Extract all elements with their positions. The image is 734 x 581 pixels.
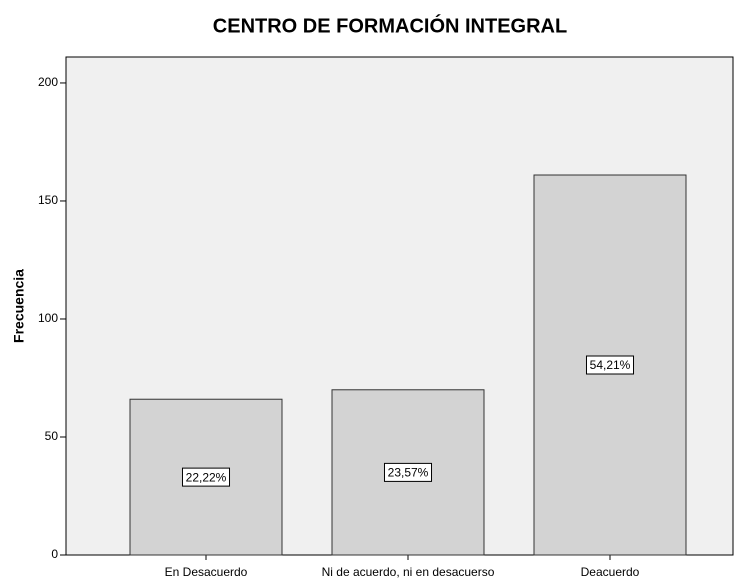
y-tick-label: 150 — [38, 193, 58, 207]
y-axis-title: Frecuencia — [11, 269, 27, 343]
value-label: 54,21% — [590, 358, 631, 372]
value-label-box — [181, 467, 231, 487]
y-tick-label: 200 — [38, 75, 58, 89]
value-label: 22,22% — [186, 470, 227, 484]
chart-title: CENTRO DE FORMACIÓN INTEGRAL — [213, 13, 567, 37]
y-tick-label: 100 — [38, 311, 58, 325]
x-tick-label: Deacuerdo — [581, 565, 640, 579]
value-label-box — [383, 462, 433, 482]
value-label: 23,57% — [388, 466, 429, 480]
value-label-box — [585, 355, 635, 375]
x-tick-label: Ni de acuerdo, ni en desacuerso — [322, 565, 495, 579]
x-tick-label: En Desacuerdo — [165, 565, 248, 579]
y-tick-label: 0 — [51, 547, 58, 561]
y-tick-label: 50 — [45, 429, 59, 443]
